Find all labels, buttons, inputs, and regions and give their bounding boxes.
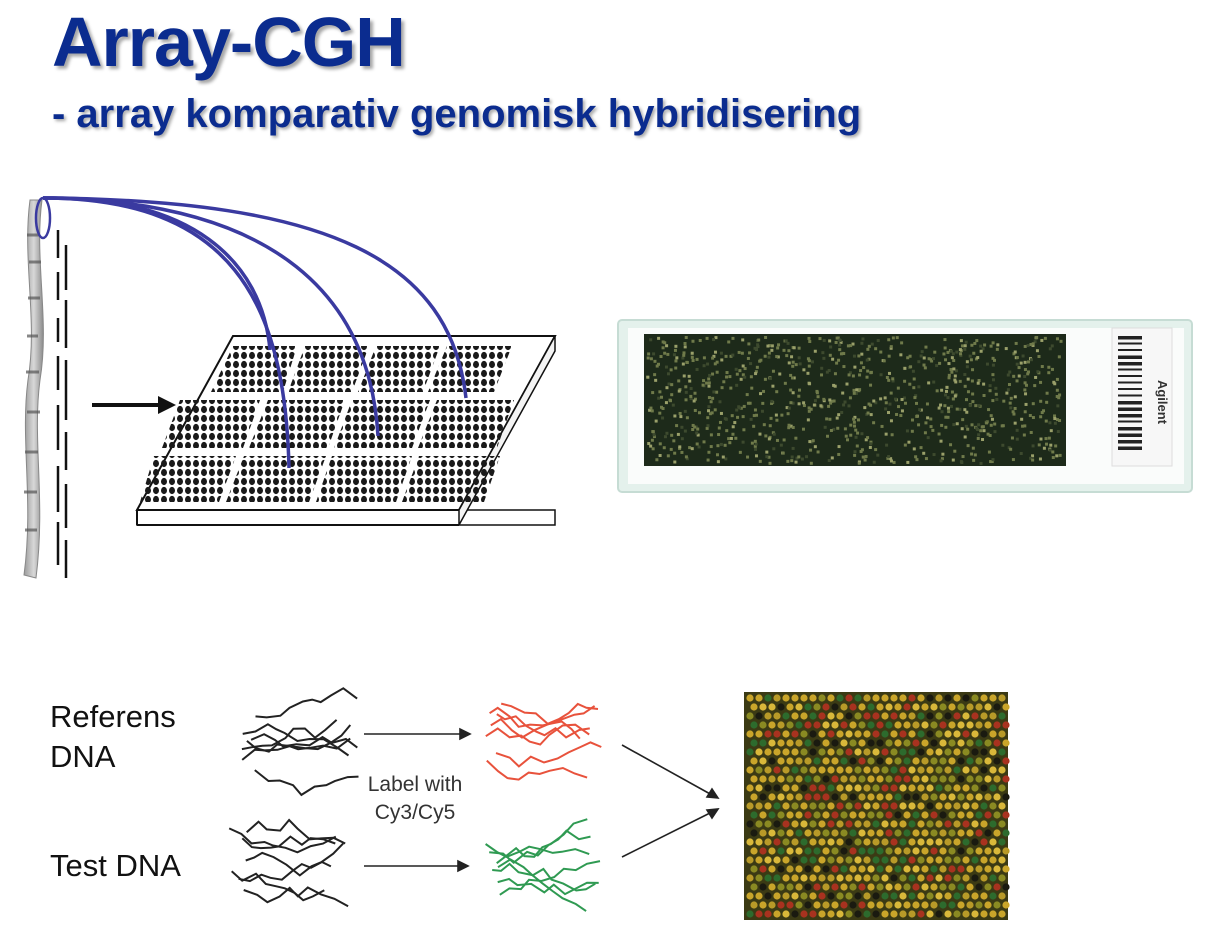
label-step-line2: Cy3/Cy5 xyxy=(374,801,456,824)
label-step-line1: Label with xyxy=(367,773,463,796)
reference-dna-label-line2: DNA xyxy=(50,739,116,774)
reference-dna-label: Referens DNA xyxy=(50,697,176,777)
microarray-slide-icon: Agilent xyxy=(617,319,1193,493)
reference-dna-strands xyxy=(241,687,359,797)
dna-fragments xyxy=(56,230,68,578)
label-step-text: Label with Cy3/Cy5 xyxy=(350,771,480,827)
test-dna-label: Test DNA xyxy=(50,848,181,883)
reference-dna-labeled-strands xyxy=(485,702,602,781)
page-title: Array-CGH xyxy=(52,3,406,81)
hybridized-array-icon xyxy=(744,692,1010,920)
test-dna-labeled-strands xyxy=(485,818,601,912)
microarray-grid-icon xyxy=(135,335,557,526)
reference-dna-label-line1: Referens xyxy=(50,699,176,734)
workflow-arrows xyxy=(364,727,720,873)
slide-brand-text: Agilent xyxy=(1155,380,1170,425)
chromosome-icon xyxy=(23,196,52,579)
page-subtitle: - array komparativ genomisk hybridiserin… xyxy=(52,92,862,136)
probe-lines xyxy=(42,196,468,469)
test-dna-strands xyxy=(228,818,349,908)
arrow-right-icon xyxy=(92,396,176,414)
barcode-icon xyxy=(1118,336,1142,450)
